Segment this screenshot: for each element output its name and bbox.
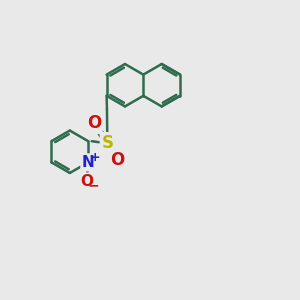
Text: N: N — [82, 155, 94, 170]
Text: S: S — [101, 134, 113, 152]
Text: +: + — [89, 152, 100, 164]
Text: O: O — [80, 174, 93, 189]
Text: O: O — [87, 115, 101, 133]
Text: O: O — [110, 151, 125, 169]
Text: −: − — [87, 178, 99, 192]
